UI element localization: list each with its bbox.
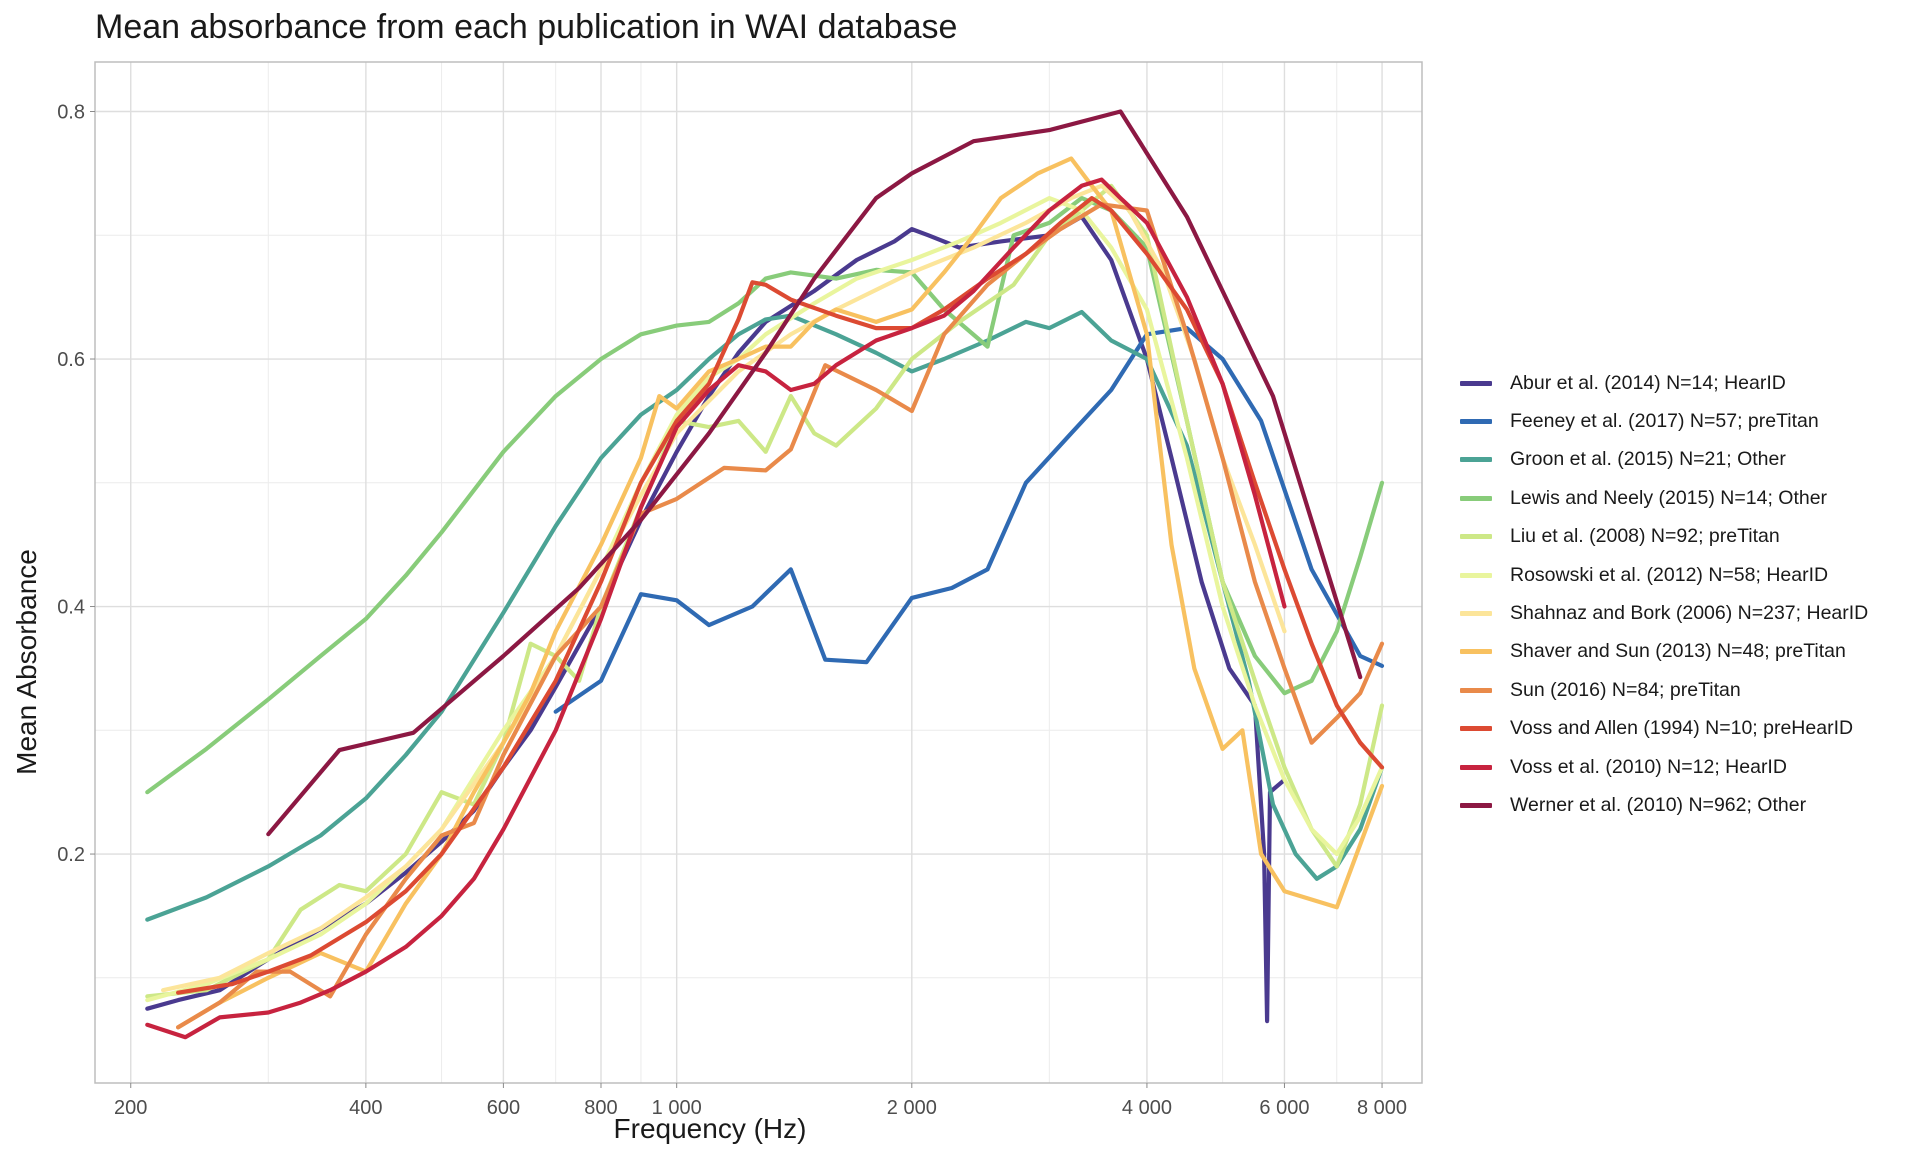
- legend-key: [1460, 534, 1492, 540]
- legend-label: Liu et al. (2008) N=92; preTitan: [1510, 525, 1780, 548]
- series-line-1: [145, 214, 1287, 1024]
- legend-item: Voss et al. (2010) N=12; HearID: [1460, 748, 1868, 786]
- legend-key: [1460, 764, 1492, 770]
- y-axis-title: Mean Absorbance: [11, 549, 42, 775]
- legend-key: [1460, 380, 1492, 386]
- legend-key: [1460, 687, 1492, 693]
- legend-label: Rosowski et al. (2012) N=58; HearID: [1510, 563, 1829, 586]
- x-tick-label: 8 000: [1357, 1097, 1407, 1119]
- legend-label: Feeney et al. (2017) N=57; preTitan: [1510, 410, 1819, 433]
- legend-label: Lewis and Neely (2015) N=14; Other: [1510, 486, 1828, 509]
- legend-item: Lewis and Neely (2015) N=14; Other: [1460, 479, 1868, 517]
- legend-label: Werner et al. (2010) N=962; Other: [1510, 793, 1807, 816]
- legend: Abur et al. (2014) N=14; HearID Feeney et…: [1460, 364, 1868, 825]
- legend-item: Rosowski et al. (2012) N=58; HearID: [1460, 556, 1868, 594]
- y-tick-label: 0.8: [57, 102, 85, 124]
- series-line-2: [553, 326, 1385, 714]
- series-line-4: [145, 196, 1385, 795]
- legend-item: Shahnaz and Bork (2006) N=237; HearID: [1460, 594, 1868, 632]
- x-tick-label: 6 000: [1259, 1097, 1309, 1119]
- legend-label: Abur et al. (2014) N=14; HearID: [1510, 371, 1786, 394]
- x-tick-label: 2 000: [887, 1097, 937, 1119]
- legend-item: Voss and Allen (1994) N=10; preHearID: [1460, 710, 1868, 748]
- x-tick-label: 4 000: [1122, 1097, 1172, 1119]
- legend-key: [1460, 495, 1492, 501]
- x-axis-title: Frequency (Hz): [613, 1113, 807, 1144]
- legend-item: Groon et al. (2015) N=21; Other: [1460, 441, 1868, 479]
- y-tick-label: 0.2: [57, 844, 85, 866]
- legend-label: Groon et al. (2015) N=21; Other: [1510, 448, 1786, 471]
- legend-key: [1460, 572, 1492, 578]
- legend-label: Shaver and Sun (2013) N=48; preTitan: [1510, 640, 1846, 663]
- x-tick-label: 400: [349, 1097, 382, 1119]
- series-line-8: [176, 156, 1385, 1030]
- legend-label: Sun (2016) N=84; preTitan: [1510, 678, 1741, 701]
- x-tick-label: 200: [114, 1097, 147, 1119]
- y-tick-label: 0.4: [57, 597, 85, 619]
- y-tick-label: 0.6: [57, 349, 85, 371]
- legend-key: [1460, 649, 1492, 655]
- x-tick-label: 600: [487, 1097, 520, 1119]
- series-line-7: [161, 183, 1287, 993]
- series-group: [145, 109, 1385, 1040]
- legend-label: Shahnaz and Bork (2006) N=237; HearID: [1510, 602, 1869, 625]
- panel-border: [94, 61, 1423, 1084]
- legend-key: [1460, 419, 1492, 425]
- series-line-12: [266, 109, 1363, 837]
- legend-key: [1460, 457, 1492, 463]
- legend-label: Voss and Allen (1994) N=10; preHearID: [1510, 717, 1854, 740]
- series-line-5: [145, 183, 1385, 999]
- legend-item: Abur et al. (2014) N=14; HearID: [1460, 364, 1868, 402]
- series-line-3: [145, 309, 1385, 922]
- legend-key: [1460, 726, 1492, 732]
- legend-key: [1460, 611, 1492, 617]
- legend-item: Feeney et al. (2017) N=57; preTitan: [1460, 402, 1868, 440]
- legend-item: Liu et al. (2008) N=92; preTitan: [1460, 518, 1868, 556]
- chart-title: Mean absorbance from each publication in…: [95, 8, 958, 46]
- x-tick-label: 800: [584, 1097, 617, 1119]
- legend-item: Shaver and Sun (2013) N=48; preTitan: [1460, 633, 1868, 671]
- x-tick-label: 1 000: [652, 1097, 702, 1119]
- series-line-11: [145, 177, 1287, 1040]
- legend-key: [1460, 802, 1492, 808]
- legend-item: Sun (2016) N=84; preTitan: [1460, 671, 1868, 709]
- legend-item: Werner et al. (2010) N=962; Other: [1460, 786, 1868, 824]
- legend-label: Voss et al. (2010) N=12; HearID: [1510, 755, 1787, 778]
